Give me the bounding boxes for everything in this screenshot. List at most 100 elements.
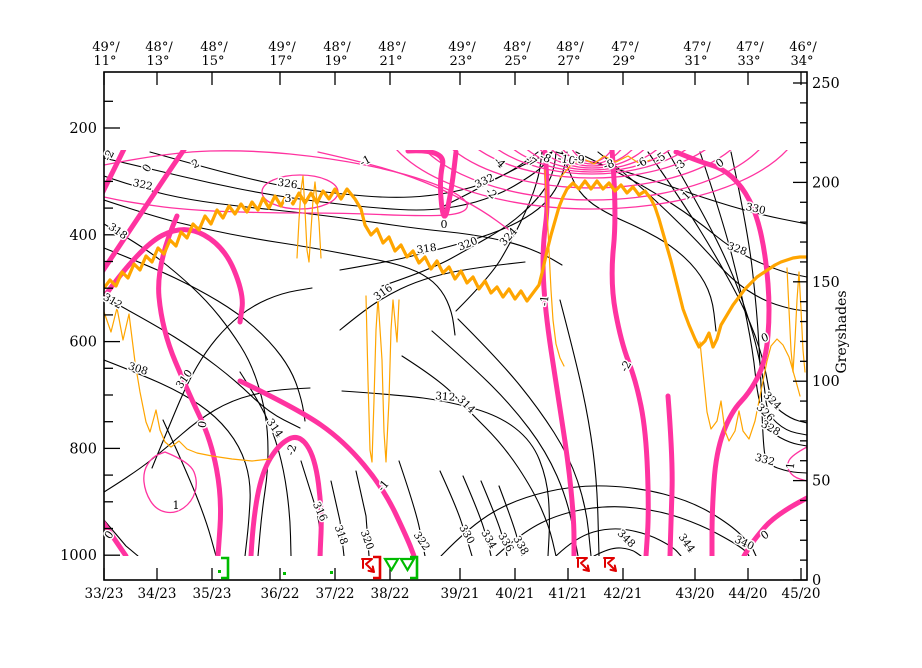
svg-text:0: 0 <box>812 573 821 589</box>
rbracket-symbol <box>373 555 382 580</box>
contour-label: 0 <box>758 528 771 543</box>
svg-text:200: 200 <box>812 175 840 191</box>
svg-text:38/22: 38/22 <box>371 586 410 602</box>
contour-label: -3 <box>671 157 688 174</box>
contour-label: -9 <box>573 153 585 167</box>
contour-label: 328 <box>759 418 782 438</box>
contour-label: 308 <box>127 360 150 378</box>
svg-text:42/21: 42/21 <box>604 586 643 602</box>
svg-text:150: 150 <box>812 275 840 291</box>
svg-text:1000: 1000 <box>60 548 97 564</box>
svg-text:17°: 17° <box>269 54 292 69</box>
svg-text:11°: 11° <box>93 54 116 69</box>
contour-label: 0 <box>140 162 155 175</box>
thunderstorm-symbol <box>361 558 375 573</box>
contour-label: -6 <box>633 155 649 172</box>
svg-text:49°/: 49°/ <box>268 40 296 55</box>
contour-label: 334 <box>478 528 499 552</box>
svg-text:48°/: 48°/ <box>323 40 351 55</box>
contour-label: 344 <box>676 532 698 556</box>
svg-text:49°/: 49°/ <box>448 40 476 55</box>
contour-label: -2 <box>284 443 300 457</box>
contour-label: 0 <box>441 218 448 231</box>
shower-symbol <box>383 557 400 573</box>
svg-text:48°/: 48°/ <box>503 40 531 55</box>
svg-text:33°: 33° <box>737 54 760 69</box>
svg-text:43/20: 43/20 <box>676 586 715 602</box>
svg-text:29°: 29° <box>612 54 635 69</box>
contour-label: -4 <box>491 154 508 171</box>
svg-text:47°/: 47°/ <box>736 40 764 55</box>
dot-symbol <box>283 572 286 575</box>
svg-text:23°: 23° <box>449 54 472 69</box>
rbracket-symbol <box>221 556 230 580</box>
contour-layers <box>104 150 807 556</box>
svg-text:34/23: 34/23 <box>138 586 177 602</box>
svg-text:35/23: 35/23 <box>193 586 232 602</box>
svg-text:19°: 19° <box>324 54 347 69</box>
svg-text:100: 100 <box>812 374 840 390</box>
right-axis-title: Greyshades <box>834 290 850 373</box>
svg-text:15°: 15° <box>201 54 224 69</box>
contour-label: 312 <box>435 390 456 404</box>
contour-label: 328 <box>726 240 749 258</box>
svg-text:27°: 27° <box>557 54 580 69</box>
svg-text:45/20: 45/20 <box>782 586 821 602</box>
contour-label: -10 <box>557 152 577 168</box>
dot-symbol <box>330 571 333 574</box>
contour-label: -1 <box>538 295 552 307</box>
contour-label: 330 <box>745 201 767 217</box>
contour-label: 318 <box>416 242 438 257</box>
svg-text:48°/: 48°/ <box>200 40 228 55</box>
svg-text:600: 600 <box>69 335 97 351</box>
svg-text:48°/: 48°/ <box>556 40 584 55</box>
contour-label: 320 <box>456 235 479 254</box>
contour-label: 332 <box>754 452 776 469</box>
svg-text:31°: 31° <box>684 54 707 69</box>
contour-label: 316 <box>372 282 396 304</box>
contour-label: 2 <box>190 156 202 171</box>
contour-label: 326 <box>277 177 299 192</box>
svg-text:49°/: 49°/ <box>92 40 120 55</box>
svg-text:13°: 13° <box>146 54 169 69</box>
dot-symbol <box>218 570 221 573</box>
contour-label: 3 <box>285 192 292 205</box>
svg-text:41/21: 41/21 <box>549 586 588 602</box>
contour-label: 1 <box>784 462 798 470</box>
contour-label: 316 <box>310 500 329 524</box>
contour-label: 322 <box>132 177 154 193</box>
axis-ticks <box>103 72 807 581</box>
svg-text:37/22: 37/22 <box>316 586 355 602</box>
svg-text:21°: 21° <box>379 54 402 69</box>
svg-text:48°/: 48°/ <box>145 40 173 55</box>
svg-text:25°: 25° <box>504 54 527 69</box>
svg-text:200: 200 <box>69 121 97 137</box>
svg-text:46°/: 46°/ <box>789 40 817 55</box>
axis-labels: 49°/11°48°/13°48°/15°49°/17°48°/19°48°/2… <box>60 40 840 602</box>
svg-text:48°/: 48°/ <box>378 40 406 55</box>
svg-text:40/21: 40/21 <box>496 586 535 602</box>
svg-text:34°: 34° <box>790 54 813 69</box>
contour-label: 1 <box>173 499 180 512</box>
contour-label: 314 <box>455 394 478 417</box>
svg-text:33/23: 33/23 <box>85 586 124 602</box>
thunderstorm-symbol <box>576 557 590 572</box>
svg-text:250: 250 <box>812 76 840 92</box>
svg-text:36/22: 36/22 <box>261 586 300 602</box>
contour-label: 320 <box>358 529 376 552</box>
svg-text:47°/: 47°/ <box>683 40 711 55</box>
contour-label: 0 <box>196 420 210 429</box>
surface-symbols <box>218 555 617 580</box>
rbracket-symbol <box>410 555 419 580</box>
thunderstorm-symbol <box>603 557 617 572</box>
svg-text:800: 800 <box>69 441 97 457</box>
svg-text:47°/: 47°/ <box>611 40 639 55</box>
svg-text:39/21: 39/21 <box>441 586 480 602</box>
contour-label: 318 <box>332 524 350 547</box>
svg-text:50: 50 <box>812 474 830 490</box>
plot-frame <box>103 71 808 581</box>
svg-text:400: 400 <box>69 228 97 244</box>
shower-symbol <box>399 557 416 573</box>
